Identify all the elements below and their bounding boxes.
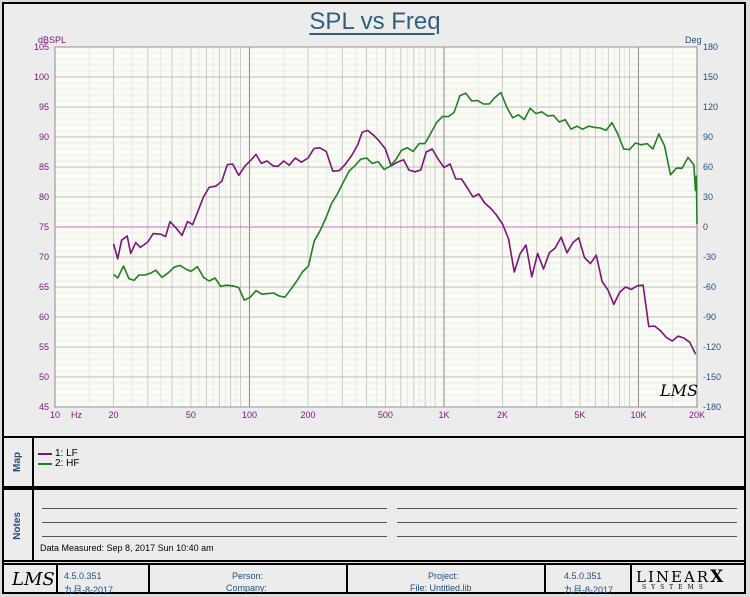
notes-panel: Notes Data Measured: Sep 8, 2017 Sun 10:… [2,488,746,562]
y-tick-label-left: 90 [39,132,49,142]
note-line [397,522,737,523]
y-tick-label-right: 60 [703,162,713,172]
brand-subtext: SYSTEMS [642,584,708,591]
y-tick-label-left: 85 [39,162,49,172]
y-tick-label-right: -30 [703,252,716,262]
footer-date-right: 九月-8-2017 [564,585,614,595]
data-measured-text: Data Measured: Sep 8, 2017 Sun 10:40 am [40,543,214,553]
legend-label-lf: 1: LF [55,448,78,459]
y-tick-label-left: 70 [39,252,49,262]
y-tick-label-left: 80 [39,192,49,202]
y-tick-label-left: 50 [39,372,49,382]
x-tick-label: 500 [378,410,393,420]
y-tick-label-right: -120 [703,342,721,352]
company-label: Company: [226,583,268,593]
y-tick-label-left: 45 [39,402,49,412]
spl-chart: 1051009590858075706560555045180150120906… [34,35,721,420]
map-panel: Map 1: LF 2: HF [2,436,746,488]
x-tick-label: 10 [50,410,60,420]
map-panel-label: Map [12,452,23,472]
legend-swatch-lf [38,452,52,455]
brand-x: X [710,567,724,587]
y-axis-label-right: Deg [685,35,702,45]
chart-title: SPL vs Freq [309,8,441,35]
y-tick-label-left: 95 [39,102,49,112]
person-label: Person: [232,571,264,581]
y-tick-label-right: 150 [703,72,718,82]
x-tick-label: 10K [630,410,646,420]
y-tick-label-right: -90 [703,312,716,322]
project-label: Project: [428,571,459,581]
footer-version: 4.5.0.351 [64,571,102,581]
y-tick-label-right: -180 [703,402,721,412]
footer-divider [148,565,150,592]
footer-divider [630,565,632,592]
y-tick-label-right: 180 [703,42,718,52]
y-tick-label-right: -60 [703,282,716,292]
y-tick-label-left: 65 [39,282,49,292]
note-line [42,508,387,509]
y-tick-label-left: 60 [39,312,49,322]
chart-watermark: LMS [659,381,698,400]
brand-text: LINEAR [636,568,711,586]
map-divider [32,438,34,486]
y-tick-label-right: 0 [703,222,708,232]
x-tick-label: 2K [497,410,508,420]
note-line [42,522,387,523]
tick-labels: 1051009590858075706560555045180150120906… [34,42,721,420]
x-tick-label: 20K [689,410,705,420]
note-line [397,508,737,509]
legend-item-lf[interactable]: 1: LF [38,448,78,459]
major-gridlines [54,46,698,408]
x-tick-label: 5K [574,410,585,420]
x-tick-label: 20 [109,410,119,420]
footer-bar: LMS 4.5.0.351 九月-8-2017 Person: Company:… [2,563,746,595]
footer-version-right: 4.5.0.351 [564,571,602,581]
y-axis-label-left: dBSPL [38,35,66,45]
y-tick-label-right: -150 [703,372,721,382]
x-tick-label: 200 [301,410,316,420]
y-tick-label-left: 55 [39,342,49,352]
y-tick-label-right: 120 [703,102,718,112]
note-line [42,536,387,537]
y-tick-label-left: 100 [34,72,49,82]
series-line-lf [112,129,697,355]
notes-panel-label: Notes [12,512,23,540]
y-tick-label-left: 105 [34,42,49,52]
footer-date: 九月-8-2017 [64,585,114,595]
y-tick-label-right: 30 [703,192,713,202]
legend-label-hf: 2: HF [55,458,80,469]
note-line [397,536,737,537]
x-tick-label: 100 [242,410,257,420]
legend-swatch-hf [38,462,52,465]
series-lines [112,91,698,355]
x-tick-label: 1K [438,410,449,420]
footer-divider [346,565,348,592]
series-line-hf [112,91,698,302]
x-tick-label: Hz [71,410,82,420]
legend-item-hf[interactable]: 2: HF [38,458,79,469]
linearx-logo: LINEARX SYSTEMS [636,567,744,591]
lms-logo: LMS [12,569,55,590]
notes-divider [32,490,34,560]
y-tick-label-left: 75 [39,222,49,232]
footer-divider [544,565,546,592]
y-tick-label-right: 90 [703,132,713,142]
x-tick-label: 50 [186,410,196,420]
footer-divider [56,565,58,592]
file-label: File: Untitled.lib [410,583,472,593]
